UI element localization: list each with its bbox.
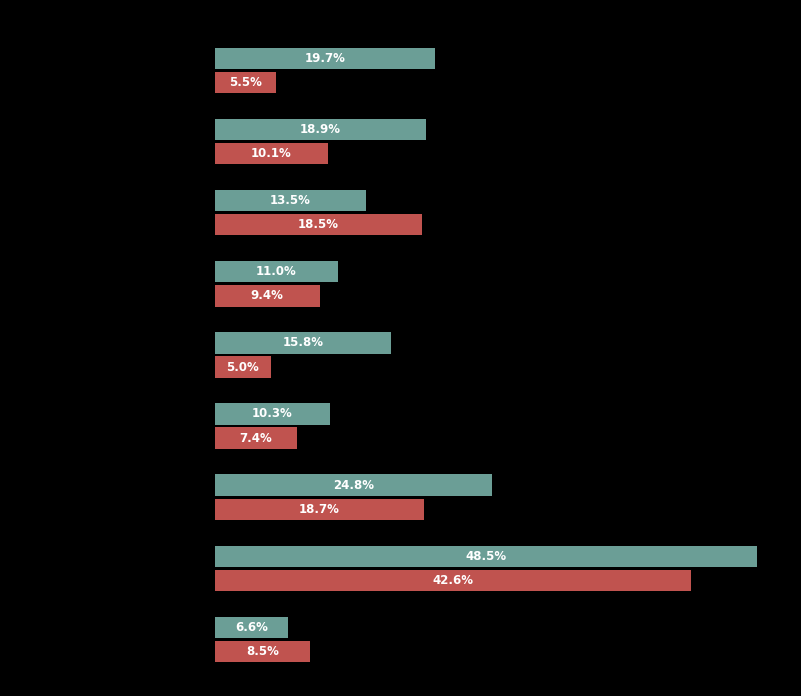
Text: 9.4%: 9.4% bbox=[251, 290, 284, 303]
Bar bbox=[215, 261, 338, 283]
Text: 5.5%: 5.5% bbox=[229, 76, 262, 89]
Text: 18.9%: 18.9% bbox=[300, 123, 341, 136]
Bar bbox=[215, 190, 365, 212]
Bar bbox=[215, 143, 328, 164]
Bar bbox=[215, 498, 424, 520]
Text: 18.7%: 18.7% bbox=[299, 503, 340, 516]
Text: 13.5%: 13.5% bbox=[270, 194, 311, 207]
Bar bbox=[215, 72, 276, 93]
Text: 24.8%: 24.8% bbox=[333, 479, 374, 491]
Bar bbox=[215, 427, 297, 449]
Text: 11.0%: 11.0% bbox=[256, 265, 296, 278]
Bar bbox=[215, 119, 426, 140]
Bar bbox=[215, 641, 310, 662]
Bar bbox=[215, 356, 271, 378]
Bar bbox=[215, 48, 435, 69]
Text: 42.6%: 42.6% bbox=[433, 574, 473, 587]
Text: 15.8%: 15.8% bbox=[283, 336, 324, 349]
Text: 18.5%: 18.5% bbox=[298, 219, 339, 231]
Text: 6.6%: 6.6% bbox=[235, 621, 268, 634]
Text: 8.5%: 8.5% bbox=[246, 645, 279, 658]
Text: 48.5%: 48.5% bbox=[465, 550, 506, 562]
Bar bbox=[215, 403, 330, 425]
Bar bbox=[215, 214, 421, 235]
Text: 10.3%: 10.3% bbox=[252, 407, 292, 420]
Text: 19.7%: 19.7% bbox=[304, 52, 345, 65]
Bar bbox=[215, 285, 320, 307]
Bar bbox=[215, 546, 757, 567]
Bar bbox=[215, 475, 492, 496]
Text: 10.1%: 10.1% bbox=[251, 148, 292, 160]
Text: 5.0%: 5.0% bbox=[226, 361, 259, 374]
Bar bbox=[215, 570, 691, 591]
Bar bbox=[215, 617, 288, 638]
Text: 7.4%: 7.4% bbox=[239, 432, 272, 445]
Bar bbox=[215, 332, 392, 354]
